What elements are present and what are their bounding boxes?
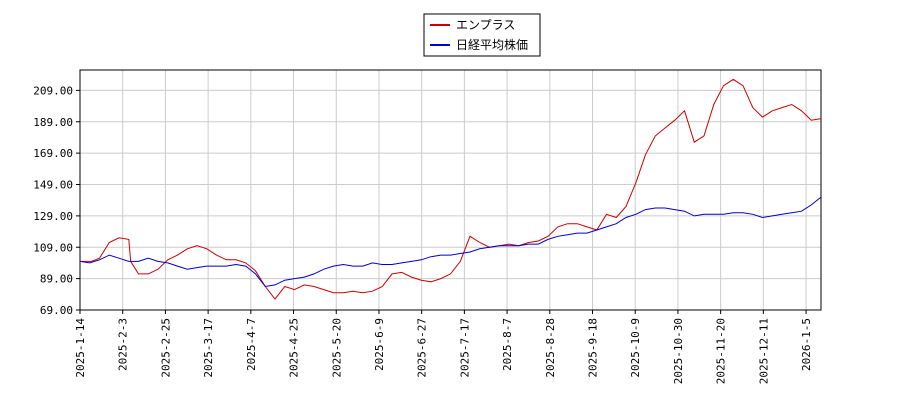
plot-area-frame bbox=[79, 69, 822, 311]
x-tick-label: 2025-10-30 bbox=[672, 318, 685, 384]
x-tick-label: 2025-9-18 bbox=[587, 318, 600, 378]
x-tick-label: 2025-2-3 bbox=[117, 318, 130, 371]
x-tick-label: 2025-2-25 bbox=[159, 318, 172, 378]
y-tick-label: 209.00 bbox=[33, 84, 73, 97]
legend-label-series2: 日経平均株価 bbox=[456, 37, 528, 52]
y-tick-label: 89.00 bbox=[40, 273, 73, 286]
x-tick-label: 2025-11-20 bbox=[715, 318, 728, 384]
y-tick-label: 189.00 bbox=[33, 116, 73, 129]
x-tick-label: 2025-7-17 bbox=[458, 318, 471, 378]
x-tick-label: 2025-5-20 bbox=[330, 318, 343, 378]
x-tick-label: 2025-3-17 bbox=[202, 318, 215, 378]
x-tick-label: 2025-4-25 bbox=[288, 318, 301, 378]
x-tick-label: 2025-4-7 bbox=[245, 318, 258, 371]
x-tick-label: 2025-12-11 bbox=[757, 318, 770, 384]
x-tick-label: 2025-8-7 bbox=[501, 318, 514, 371]
x-tick-label: 2025-6-9 bbox=[373, 318, 386, 371]
grid-layer bbox=[79, 70, 821, 311]
x-tick-label: 2026-1-5 bbox=[800, 318, 813, 371]
x-axis-labels: 2025-1-14 2025-2-3 2025-2-25 2025-3-17 2025-… bbox=[74, 310, 813, 384]
series-line-nikkei bbox=[79, 196, 822, 288]
x-tick-label: 2025-6-27 bbox=[416, 318, 429, 378]
y-tick-label: 149.00 bbox=[33, 179, 73, 192]
y-axis-labels: 69.00 89.00 109.00 129.00 149.00 169.00 189.00… bbox=[33, 84, 80, 317]
legend-label-series1: エンプラス bbox=[456, 18, 515, 32]
y-tick-label: 169.00 bbox=[33, 147, 73, 160]
legend: エンプラス 日経平均株価 bbox=[423, 13, 541, 57]
series-line-enplas bbox=[80, 78, 822, 300]
x-tick-label: 2025-8-28 bbox=[544, 318, 557, 378]
y-tick-label: 109.00 bbox=[33, 241, 73, 254]
series-layer bbox=[79, 78, 822, 300]
y-tick-label: 129.00 bbox=[33, 210, 73, 223]
x-tick-label: 2025-10-9 bbox=[629, 318, 642, 378]
legend-box bbox=[423, 13, 541, 57]
x-tick-label: 2025-1-14 bbox=[74, 318, 87, 378]
y-tick-label: 69.00 bbox=[40, 304, 73, 317]
